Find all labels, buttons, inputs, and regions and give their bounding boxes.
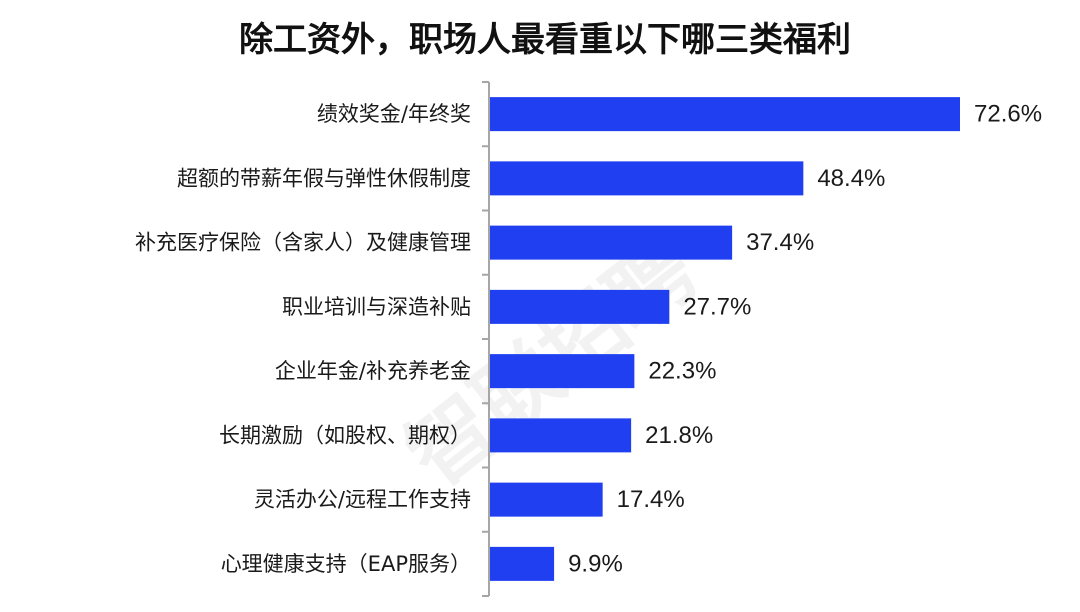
data-label: 37.4% (746, 229, 814, 256)
category-label: 企业年金/补充养老金 (275, 359, 471, 383)
data-label: 72.6% (974, 101, 1042, 128)
category-label: 心理健康支持（EAP服务） (221, 552, 471, 576)
bar (490, 289, 670, 324)
y-axis (482, 81, 490, 597)
data-label: 17.4% (617, 486, 685, 513)
bar (490, 97, 960, 132)
category-labels: 绩效奖金/年终奖超额的带薪年假与弹性休假制度补充医疗保险（含家人）及健康管理职业… (135, 102, 471, 576)
bar (490, 546, 555, 581)
bar (490, 418, 632, 453)
bars (490, 97, 960, 581)
value-labels: 72.6% 48.4% 37.4% 27.7% 22.3% 21.8% 17.4% 9.9% (568, 101, 1042, 578)
bar (490, 482, 603, 517)
category-label: 补充医疗保险（含家人）及健康管理 (135, 231, 471, 255)
bar (490, 225, 733, 260)
data-label: 9.9% (568, 550, 623, 577)
bar (490, 161, 804, 196)
category-label: 超额的带薪年假与弹性休假制度 (177, 166, 471, 190)
data-label: 27.7% (683, 293, 751, 320)
category-label: 职业培训与深造补贴 (282, 295, 471, 319)
chart-title: 除工资外，职场人最看重以下哪三类福利 (239, 20, 851, 60)
category-label: 绩效奖金/年终奖 (317, 102, 471, 126)
category-label: 长期激励（如股权、期权） (219, 423, 471, 447)
data-label: 21.8% (645, 422, 713, 449)
data-label: 48.4% (817, 165, 885, 192)
data-label: 22.3% (648, 358, 716, 385)
category-label: 灵活办公/远程工作支持 (254, 488, 471, 512)
bar (490, 354, 635, 389)
